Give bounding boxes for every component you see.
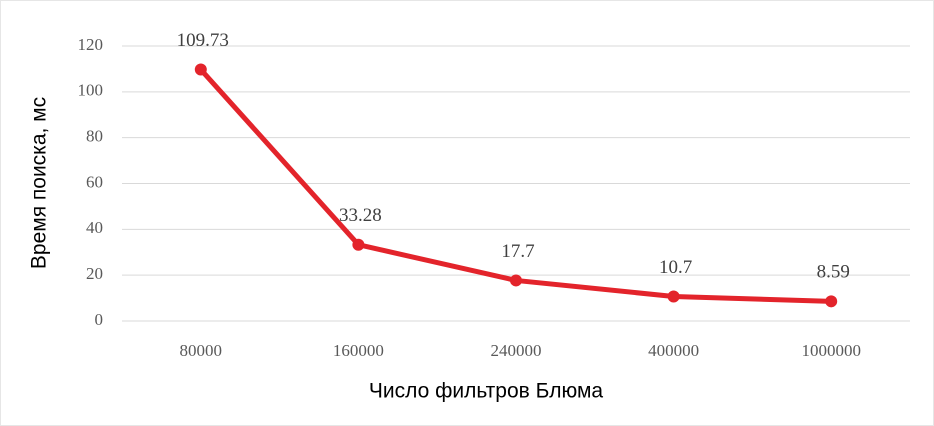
x-axis-title: Число фильтров Блюма bbox=[369, 380, 604, 403]
point bbox=[667, 290, 680, 303]
y-tick-label: 40 bbox=[86, 218, 103, 237]
point bbox=[510, 274, 522, 287]
y-tick-label: 20 bbox=[86, 264, 103, 283]
y-axis-title: Время поиска, мс bbox=[28, 97, 51, 269]
x-tick-label: 400000 bbox=[648, 341, 699, 360]
data-label: 8.59 bbox=[817, 262, 850, 283]
data-label: 33.28 bbox=[339, 205, 382, 226]
x-tick-label: 160000 bbox=[333, 341, 384, 360]
data-label: 109.73 bbox=[177, 30, 229, 51]
data-label: 17.7 bbox=[501, 241, 534, 262]
x-tick-label: 80000 bbox=[180, 341, 223, 360]
data-label: 10.7 bbox=[659, 257, 692, 278]
y-tick-label: 120 bbox=[78, 35, 104, 54]
y-tick-label: 60 bbox=[86, 172, 103, 191]
point bbox=[352, 238, 365, 251]
y-tick-label: 0 bbox=[95, 310, 104, 329]
point bbox=[194, 63, 207, 76]
x-tick-label: 240000 bbox=[491, 341, 542, 360]
y-tick-label: 80 bbox=[86, 127, 103, 146]
point bbox=[825, 295, 838, 308]
x-tick-label: 1000000 bbox=[801, 341, 861, 360]
y-tick-label: 100 bbox=[78, 81, 104, 100]
